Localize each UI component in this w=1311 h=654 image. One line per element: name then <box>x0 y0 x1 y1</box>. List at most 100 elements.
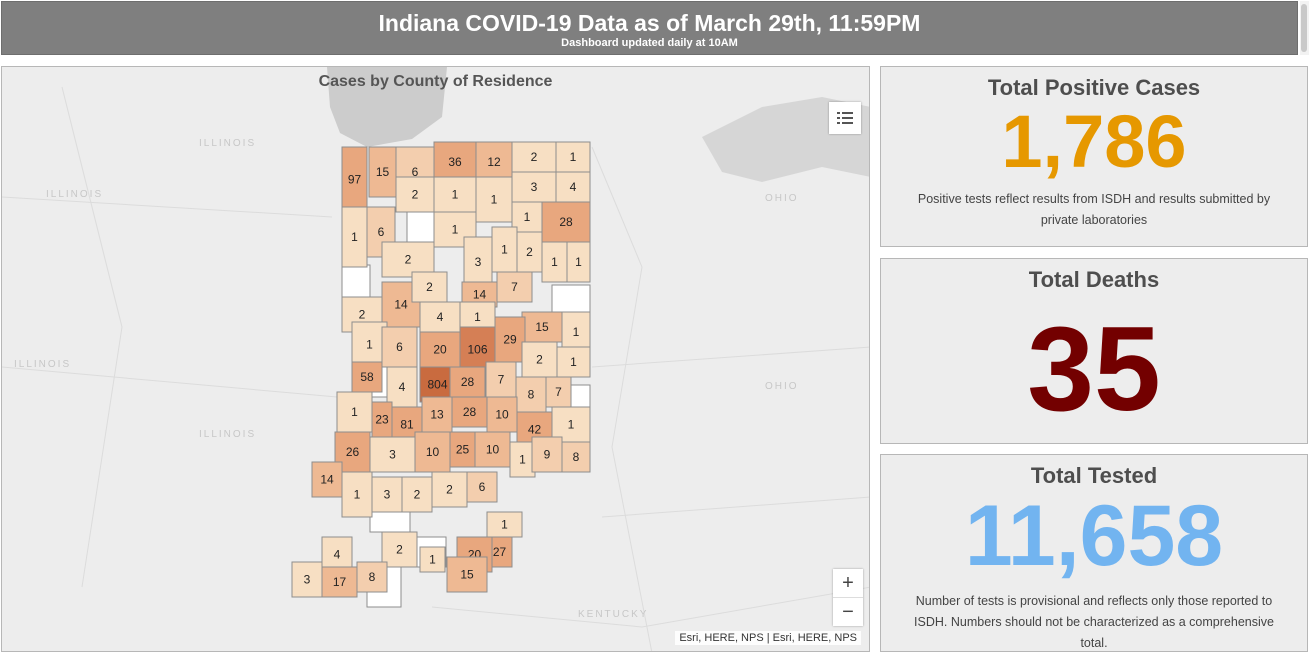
county-shape[interactable] <box>411 271 448 303</box>
county-count-label: 28 <box>559 215 573 229</box>
county-shape[interactable] <box>341 146 368 213</box>
county-shape[interactable] <box>541 241 568 283</box>
county-shape[interactable] <box>446 556 488 593</box>
county-shape[interactable] <box>555 141 591 173</box>
county-shape[interactable] <box>475 176 513 223</box>
county-shape[interactable] <box>336 391 373 433</box>
county-shape[interactable] <box>491 226 518 273</box>
county-shape[interactable] <box>555 171 591 203</box>
county-shape[interactable] <box>511 171 557 203</box>
county-shape[interactable] <box>395 176 435 213</box>
county-shape[interactable] <box>401 476 433 513</box>
county-shape[interactable] <box>381 531 418 568</box>
county-count-label: 6 <box>412 165 419 179</box>
county-shape[interactable] <box>386 366 418 408</box>
county-count-label: 2 <box>531 150 538 164</box>
county-shape[interactable] <box>545 376 572 408</box>
county-count-label: 29 <box>503 333 517 347</box>
county-shape[interactable] <box>494 316 526 363</box>
county-shape[interactable] <box>509 441 536 478</box>
county-count-label: 14 <box>394 298 408 312</box>
county-count-label: 14 <box>473 288 487 302</box>
county-count-label: 1 <box>354 488 361 502</box>
county-shape[interactable] <box>368 146 397 198</box>
county-no-data[interactable] <box>569 384 591 408</box>
county-shape[interactable] <box>449 366 486 398</box>
county-map-panel[interactable]: 97 15 6 36 12 2 1 2 1 1 3 4 1 28 1 6 1 2 3 1 2 1 1 2 14 14 7 2 4 1 1 15… <box>1 66 870 652</box>
county-shape[interactable] <box>291 561 323 598</box>
county-shape[interactable] <box>414 431 451 473</box>
county-shape[interactable] <box>341 471 373 518</box>
county-shape[interactable] <box>475 141 513 183</box>
county-count-label: 1 <box>452 188 459 202</box>
county-count-label: 7 <box>498 373 505 387</box>
county-count-label: 1 <box>551 255 558 269</box>
county-count-label: 1 <box>351 230 358 244</box>
county-count-label: 3 <box>384 488 391 502</box>
map-title: Cases by County of Residence <box>318 73 553 90</box>
county-count-label: 10 <box>495 408 509 422</box>
county-shape[interactable] <box>351 361 383 393</box>
county-shape[interactable] <box>351 321 388 368</box>
county-shape[interactable] <box>321 536 353 573</box>
county-shape[interactable] <box>496 271 533 303</box>
county-shape[interactable] <box>431 471 468 508</box>
county-shape[interactable] <box>419 546 446 573</box>
county-shape[interactable] <box>561 311 591 353</box>
county-shape[interactable] <box>311 461 343 498</box>
county-count-label: 15 <box>535 320 549 334</box>
county-shape[interactable] <box>531 436 563 473</box>
county-shape[interactable] <box>433 176 477 213</box>
county-shape[interactable] <box>561 441 591 473</box>
county-no-data[interactable] <box>341 264 371 298</box>
county-shape[interactable] <box>515 376 547 413</box>
county-shape[interactable] <box>566 241 591 283</box>
county-shape[interactable] <box>356 561 388 593</box>
county-shape[interactable] <box>369 436 416 473</box>
county-count-label: 81 <box>400 418 414 432</box>
county-count-label: 12 <box>487 155 501 169</box>
county-count-label: 1 <box>474 310 481 324</box>
state-label: ILLINOIS <box>46 189 104 200</box>
county-shape[interactable] <box>466 471 498 503</box>
county-count-label: 3 <box>304 573 311 587</box>
county-count-label: 1 <box>519 453 526 467</box>
county-shape[interactable] <box>463 236 493 288</box>
positive-cases-title: Total Positive Cases <box>987 75 1201 100</box>
county-shape[interactable] <box>371 476 403 513</box>
county-shape[interactable] <box>449 431 476 468</box>
county-shape[interactable] <box>551 406 591 443</box>
county-count-label: 2 <box>359 308 366 322</box>
county-count-label: 2 <box>526 245 533 259</box>
county-count-label: 17 <box>333 575 347 589</box>
positive-cases-value: 1,786 <box>1001 100 1187 183</box>
county-shape[interactable] <box>321 566 358 598</box>
header-scrollbar-thumb[interactable] <box>1301 4 1307 52</box>
legend-button[interactable] <box>829 102 861 134</box>
county-shape[interactable] <box>556 346 591 378</box>
county-count-label: 1 <box>501 518 508 532</box>
county-count-label: 4 <box>399 380 406 394</box>
county-shape[interactable] <box>486 511 523 538</box>
county-no-data[interactable] <box>551 284 591 316</box>
state-label: OHIO <box>765 193 799 204</box>
county-shape[interactable] <box>486 396 518 433</box>
county-count-label: 8 <box>369 570 376 584</box>
county-no-data[interactable] <box>406 211 438 243</box>
county-count-label: 2 <box>396 543 403 557</box>
county-count-label: 3 <box>389 448 396 462</box>
deaths-panel: Total Deaths 35 <box>880 258 1308 444</box>
deaths-title: Total Deaths <box>1028 267 1160 292</box>
county-count-label: 804 <box>427 378 447 392</box>
county-shape[interactable] <box>381 241 435 278</box>
county-count-label: 58 <box>360 370 374 384</box>
zoom-in-button[interactable]: + <box>842 572 854 594</box>
dashboard-subtitle: Dashboard updated daily at 10AM <box>561 37 738 49</box>
county-shape[interactable] <box>341 206 368 268</box>
zoom-out-button[interactable]: − <box>842 601 854 623</box>
dashboard-header: Indiana COVID-19 Data as of March 29th, … <box>1 1 1298 55</box>
county-count-label: 10 <box>426 445 440 459</box>
tested-title: Total Tested <box>1030 463 1158 488</box>
